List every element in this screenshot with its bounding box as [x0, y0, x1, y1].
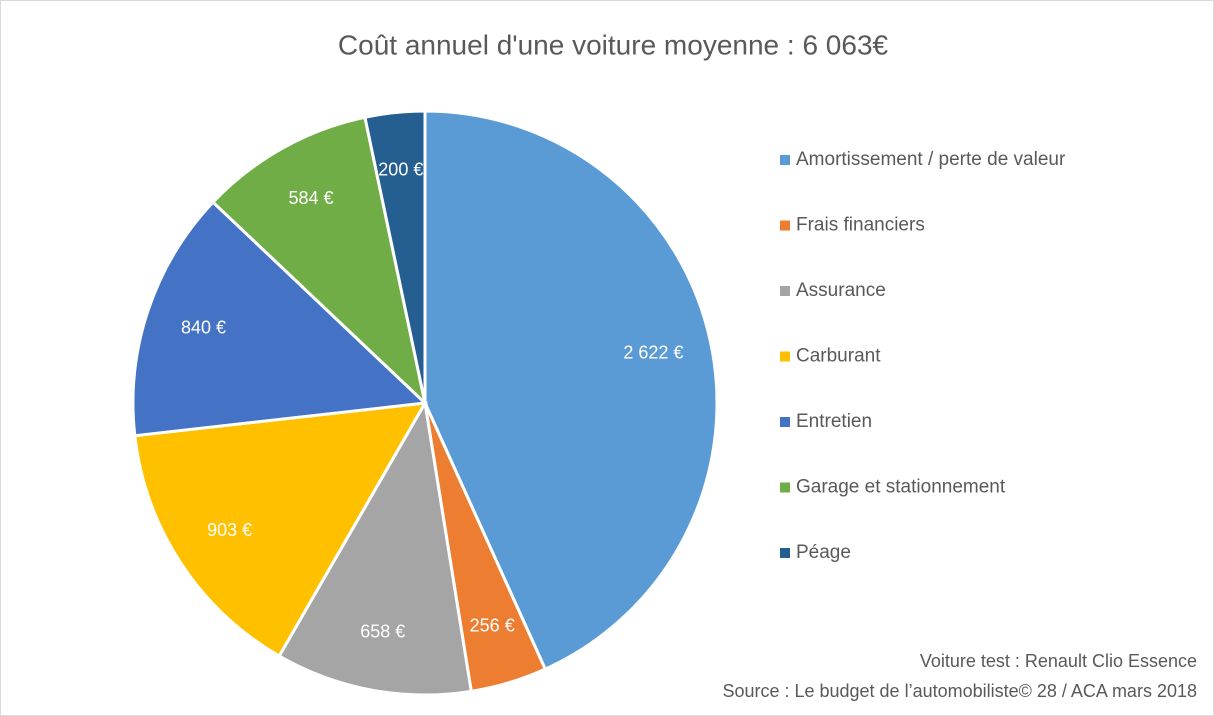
- legend-label: Frais financiers: [796, 215, 925, 236]
- annotation: Source : Le budget de l’automobiliste© 2…: [722, 681, 1197, 701]
- legend-label: Garage et stationnement: [796, 477, 1006, 498]
- data-label: 840 €: [181, 318, 226, 338]
- legend-marker: [780, 417, 790, 427]
- data-label: 658 €: [360, 621, 405, 641]
- legend-label: Amortissement / perte de valeur: [796, 149, 1066, 170]
- legend-marker: [780, 155, 790, 165]
- legend-label: Entretien: [796, 411, 872, 432]
- legend-label: Assurance: [796, 280, 886, 301]
- data-label: 903 €: [207, 520, 252, 540]
- legend-marker: [780, 220, 790, 231]
- chart-title: Coût annuel d'une voiture moyenne : 6 06…: [338, 29, 889, 60]
- legend-marker: [780, 351, 790, 362]
- legend-marker: [780, 548, 790, 558]
- pie-slice: [131, 200, 429, 438]
- data-label: 2 622 €: [623, 343, 683, 363]
- data-label: 256 €: [470, 615, 515, 635]
- legend-marker: [780, 286, 790, 296]
- data-label: 200 €: [378, 159, 423, 179]
- legend-label: Péage: [796, 542, 851, 563]
- pie-slice: [210, 115, 428, 408]
- pie-slice: [133, 401, 428, 659]
- pie-slice: [277, 398, 473, 697]
- legend-label: Carburant: [796, 346, 881, 367]
- data-label: 584 €: [288, 188, 333, 208]
- pie-slice: [423, 109, 719, 672]
- annotation: Voiture test : Renault Clio Essence: [920, 651, 1197, 671]
- legend-marker: [780, 482, 790, 493]
- pie-slice: [363, 109, 427, 404]
